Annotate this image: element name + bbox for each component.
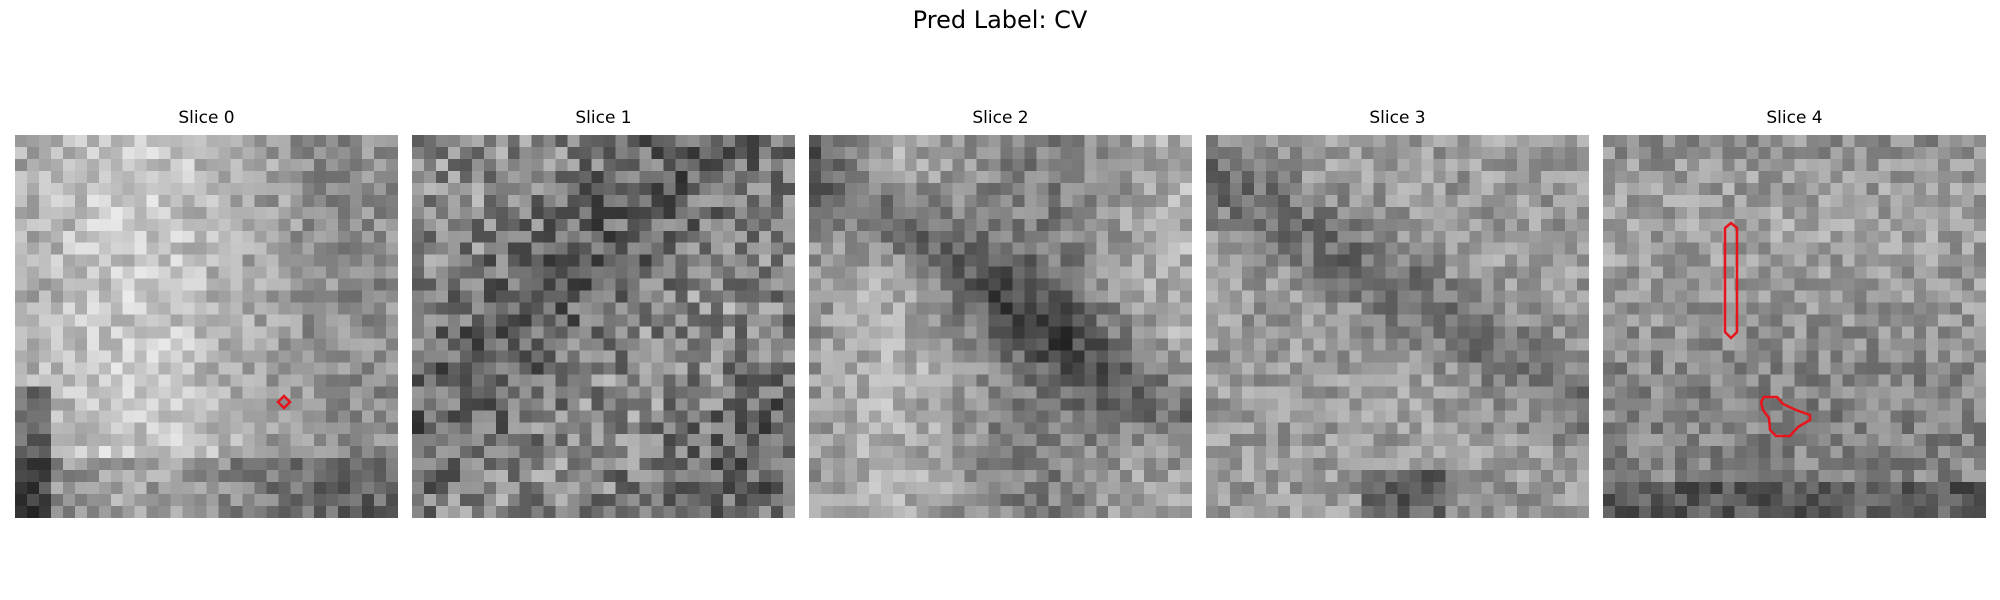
slice-image [1206,135,1589,518]
segmentation-overlay [1723,221,1812,438]
figure-title: Pred Label: CV [912,6,1088,34]
slice-image [809,135,1192,518]
segmentation-overlay [276,394,292,410]
slice-title: Slice 2 [972,108,1029,128]
slice-title: Slice 4 [1766,108,1823,128]
slice-title: Slice 1 [575,108,632,128]
slice-title: Slice 0 [178,108,235,128]
segmentation-contour [1723,221,1739,340]
slice-title: Slice 3 [1369,108,1426,128]
slice-image [412,135,795,518]
segmentation-contour [1759,395,1812,438]
segmentation-contour [276,394,292,410]
slice-image [1603,135,1986,518]
slice-image [15,135,398,518]
